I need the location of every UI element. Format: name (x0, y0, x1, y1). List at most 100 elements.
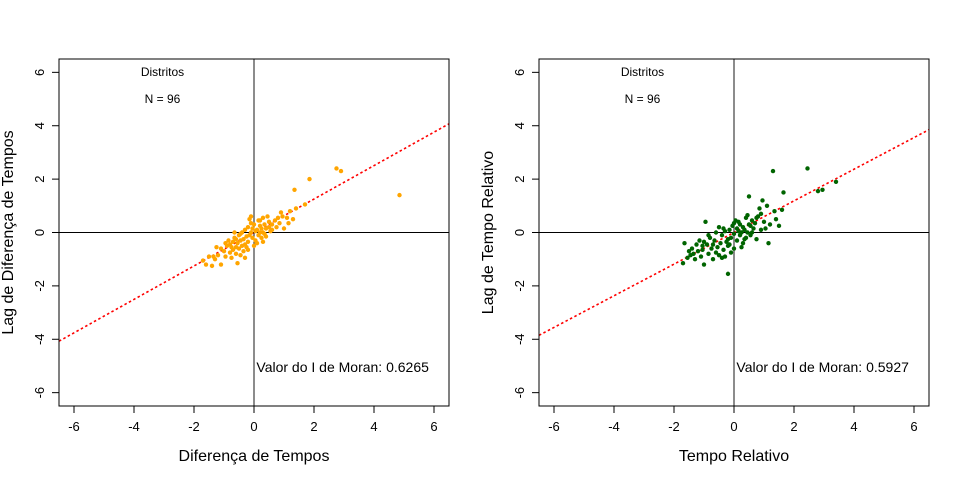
data-point (710, 242, 716, 247)
x-axis-label: Tempo Relativo (679, 448, 789, 465)
x-tick-label: -6 (68, 419, 80, 434)
data-point (269, 222, 275, 227)
chart-panel-2: -6 -4 -2 0 2 4 6 -6 -4 -2 0 2 4 6 Tempo Relativo Lag de… (480, 58, 930, 465)
data-point (731, 246, 737, 251)
x-tick-label: 2 (310, 419, 317, 434)
data-point (685, 255, 690, 261)
data-point (713, 250, 719, 255)
data-point (734, 238, 740, 243)
data-point (715, 244, 720, 250)
data-point (275, 215, 281, 221)
data-point (307, 176, 312, 182)
data-point (767, 222, 773, 227)
data-point (703, 219, 708, 225)
data-point (284, 215, 290, 221)
data-point (718, 240, 723, 246)
data-point (262, 222, 267, 227)
data-point (736, 228, 741, 234)
data-point (200, 258, 206, 263)
data-point (682, 240, 687, 246)
data-point (272, 218, 278, 223)
y-tick-label: 0 (32, 229, 47, 236)
data-point (245, 224, 251, 230)
x-tick-label: -4 (128, 419, 140, 434)
x-tick-label: 2 (790, 419, 797, 434)
data-point (227, 250, 233, 255)
data-point (721, 226, 726, 231)
data-point (725, 271, 731, 277)
data-point (746, 194, 752, 199)
data-point (233, 251, 239, 257)
data-point (701, 239, 707, 245)
data-point (740, 240, 746, 246)
data-point (764, 203, 770, 209)
data-point (232, 230, 237, 235)
data-point (278, 210, 284, 215)
data-point (773, 216, 779, 222)
data-point (742, 236, 747, 242)
data-point (218, 262, 224, 267)
y-tick-label: 0 (512, 229, 527, 236)
data-point (206, 254, 212, 259)
data-point (215, 252, 221, 258)
data-point (709, 246, 714, 251)
data-point (260, 239, 266, 245)
data-point (281, 226, 287, 231)
y-tick-label: 4 (32, 122, 47, 129)
data-point (758, 211, 764, 217)
data-point (302, 202, 308, 207)
data-point (211, 254, 216, 259)
x-tick-label: -4 (608, 419, 620, 434)
x-tick-label: 0 (250, 419, 257, 434)
data-point (727, 242, 732, 247)
data-point (680, 260, 686, 266)
data-point (757, 206, 762, 211)
data-point (250, 235, 255, 241)
data-point (251, 243, 257, 249)
data-point (397, 192, 402, 198)
data-point (719, 255, 725, 261)
data-point (758, 227, 764, 233)
data-point (223, 240, 228, 246)
data-point (751, 226, 756, 231)
x-tick-label: 4 (370, 419, 377, 434)
data-point (266, 219, 272, 225)
data-point (691, 251, 696, 257)
data-point (254, 227, 260, 233)
data-point (815, 188, 821, 194)
data-point (716, 224, 722, 230)
data-point (214, 244, 219, 250)
data-point (245, 239, 251, 245)
data-point (286, 220, 291, 226)
data-point (805, 166, 810, 171)
moran-annotation: Valor do I de Moran: 0.5927 (736, 359, 909, 375)
data-point (772, 208, 777, 214)
chart-panel-1: -6 -4 -2 0 2 4 6 -6 -4 -2 0 2 4 6 Diferença de Tempos L… (0, 58, 450, 465)
data-point (290, 216, 296, 222)
y-tick-label: -4 (32, 333, 47, 345)
data-point (226, 238, 231, 243)
moran-annotation: Valor do I de Moran: 0.6265 (256, 359, 429, 375)
y-tick-label: -2 (512, 280, 527, 292)
data-point (742, 227, 747, 233)
data-point (233, 236, 239, 242)
data-point (766, 240, 771, 246)
data-point (218, 246, 224, 251)
data-point (719, 232, 725, 238)
y-axis-label: Lag de Diferença de Tempos (0, 130, 17, 334)
data-point (725, 236, 731, 242)
data-point (260, 215, 266, 221)
data-point (245, 247, 251, 253)
data-point (694, 242, 699, 247)
data-point (728, 250, 734, 255)
x-tick-label: -2 (188, 419, 200, 434)
data-point (259, 226, 264, 231)
x-tick-label: -6 (548, 419, 560, 434)
data-point (238, 231, 243, 237)
data-point (229, 244, 234, 250)
data-point (241, 248, 246, 254)
data-point (706, 232, 711, 238)
data-point (280, 214, 285, 219)
data-point (698, 254, 704, 259)
